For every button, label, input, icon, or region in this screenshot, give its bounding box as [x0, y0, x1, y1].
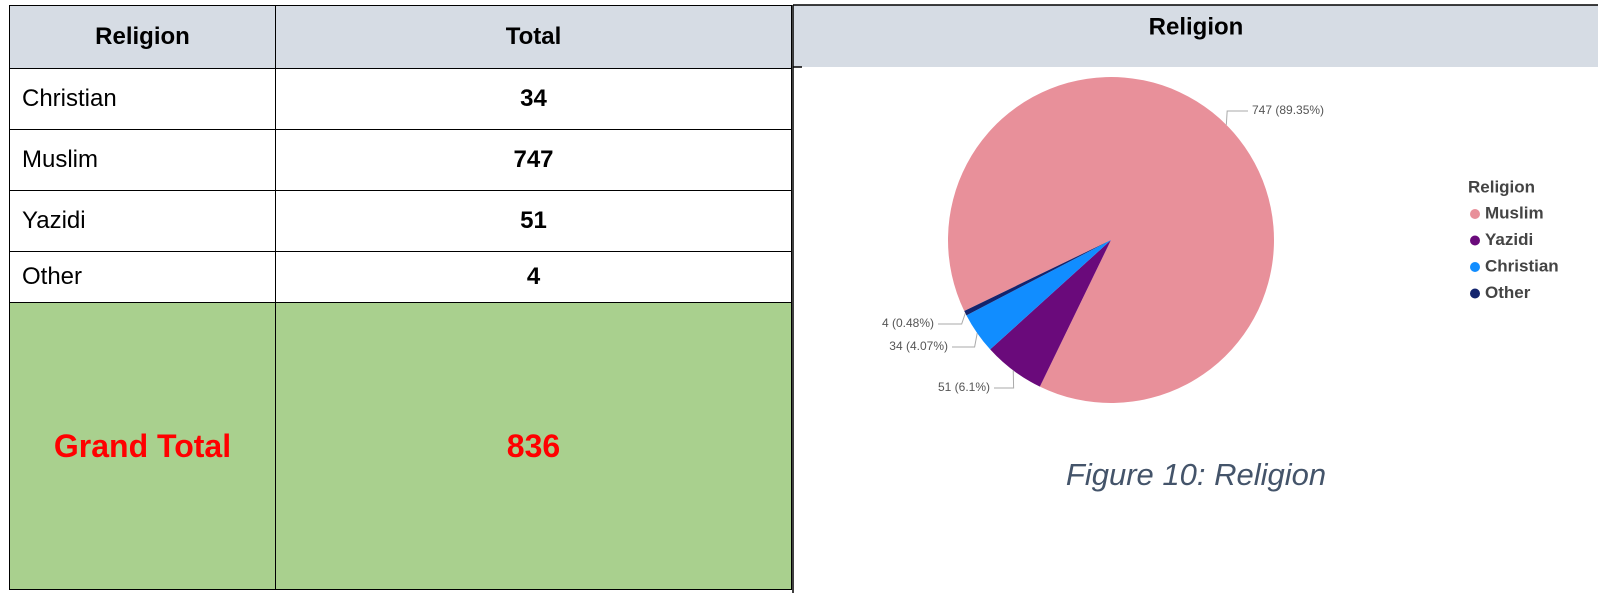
leader-line — [952, 333, 978, 348]
chart-header — [793, 5, 1598, 67]
cell: 4 — [275, 251, 792, 303]
leader-line — [938, 312, 966, 325]
row: Muslim 747 — [9, 129, 792, 191]
cell: Yazidi — [9, 190, 276, 252]
legend-label: Other — [1485, 283, 1531, 302]
pie-slice — [990, 240, 1111, 387]
cell: Other — [9, 251, 276, 303]
chart-title: Religion — [1149, 13, 1244, 40]
row: Christian 34 — [9, 68, 792, 130]
data-label: 51 (6.1%) — [938, 380, 990, 394]
header-row: Religion Total — [9, 5, 792, 69]
legend-label: Christian — [1485, 256, 1559, 275]
row: Yazidi 51 — [9, 190, 792, 252]
cell: Muslim — [9, 129, 276, 191]
legend-marker — [1470, 209, 1480, 219]
row: Other 4 — [9, 251, 792, 303]
data-label: 34 (4.07%) — [889, 339, 948, 353]
legend-label: Yazidi — [1485, 230, 1533, 249]
data-label: 747 (89.35%) — [1252, 103, 1324, 117]
cell: 747 — [275, 129, 792, 191]
pie-slice — [964, 240, 1111, 316]
legend-marker — [1470, 288, 1480, 299]
cell: 836 — [275, 302, 792, 590]
legend-title: Religion — [1468, 177, 1535, 196]
total-row: Grand Total 836 — [9, 302, 792, 590]
cell: Grand Total — [9, 302, 276, 590]
summary-table: Religion Total Christian 34 Muslim 747 Yaz… — [9, 5, 792, 590]
cell: Christian — [9, 68, 276, 130]
leader-line — [1225, 110, 1248, 125]
header-cell: Total — [275, 5, 792, 69]
data-label: 4 (0.48%) — [882, 316, 934, 330]
pie-slice — [948, 77, 1275, 404]
leader-line — [994, 370, 1015, 389]
header-cell: Religion — [9, 5, 276, 69]
cell: 34 — [275, 68, 792, 130]
legend-marker — [1470, 262, 1480, 272]
cell: 51 — [275, 190, 792, 252]
caption: Figure 10: Religion — [1066, 457, 1326, 492]
pie-slice — [966, 240, 1111, 350]
legend-label: Muslim — [1485, 203, 1544, 222]
legend-marker — [1470, 235, 1480, 246]
